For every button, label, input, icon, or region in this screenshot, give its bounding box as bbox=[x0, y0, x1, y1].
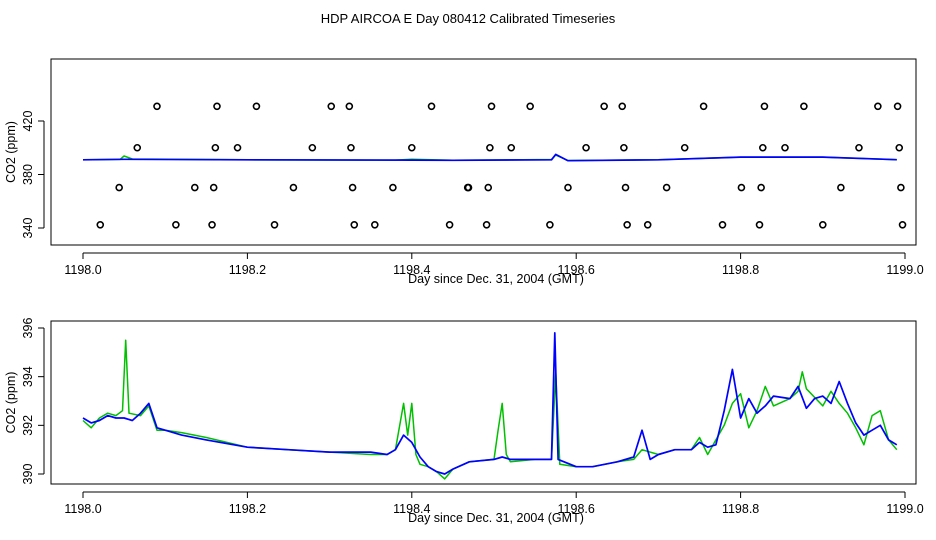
top-scatter-point bbox=[623, 220, 631, 229]
top-scatter-point bbox=[486, 143, 494, 152]
top-scatter-point bbox=[289, 183, 298, 192]
top-scatter-point bbox=[389, 183, 397, 192]
top-y-tick-label: 380 bbox=[21, 164, 35, 185]
top-scatter-point bbox=[874, 102, 882, 111]
top-scatter-point bbox=[427, 102, 436, 111]
top-scatter-point bbox=[133, 143, 142, 152]
top-plot-frame bbox=[50, 58, 917, 246]
top-scatter-point bbox=[758, 143, 767, 152]
top-scatter-point bbox=[643, 220, 652, 229]
bottom-y-tick-label: 390 bbox=[21, 464, 35, 485]
bottom-x-axis-label: Day since Dec. 31, 2004 (GMT) bbox=[408, 511, 584, 525]
top-scatter-point bbox=[718, 220, 727, 229]
top-scatter-point bbox=[818, 220, 827, 229]
top-x-tick-label: 1198.6 bbox=[558, 263, 595, 277]
top-scatter-point bbox=[760, 102, 769, 111]
bottom-chart-panel: 1198.0 1198.2 1198.4 1198.6 1198.8 1199.0 390 3… bbox=[4, 318, 924, 525]
top-x-tick-label: 1198.4 bbox=[393, 263, 430, 277]
bottom-series-line-green bbox=[82, 339, 898, 480]
top-scatter-point bbox=[621, 183, 630, 192]
top-scatter-point bbox=[270, 220, 279, 229]
top-scatter-point bbox=[445, 220, 454, 229]
top-scatter-point bbox=[781, 143, 789, 152]
bottom-x-tick-label: 1198.8 bbox=[722, 502, 759, 516]
top-scatter-point bbox=[487, 102, 496, 111]
top-scatter-point bbox=[209, 183, 218, 192]
top-scatter-point bbox=[371, 220, 379, 229]
bottom-x-tick-label: 1199.0 bbox=[886, 502, 923, 516]
top-scatter-point bbox=[897, 183, 905, 192]
top-scatter-point bbox=[755, 220, 764, 229]
bottom-x-tick-label: 1198.2 bbox=[229, 502, 266, 516]
top-y-tick-label: 420 bbox=[21, 111, 35, 132]
top-scatter-point bbox=[347, 143, 355, 152]
bottom-x-tick-label: 1198.4 bbox=[393, 502, 430, 516]
top-scatter-point bbox=[855, 143, 863, 152]
top-scatter-point bbox=[213, 102, 221, 111]
top-scatter-point bbox=[252, 102, 261, 111]
top-scatter-point bbox=[507, 143, 516, 152]
top-scatter-point bbox=[662, 183, 671, 192]
bottom-x-tick-label: 1198.0 bbox=[64, 502, 101, 516]
top-scatter-point bbox=[407, 143, 416, 152]
top-series-line-blue bbox=[82, 153, 897, 162]
top-scatter-point bbox=[211, 143, 220, 152]
top-scatter-point bbox=[620, 143, 628, 152]
top-x-tick-label: 1198.0 bbox=[64, 263, 101, 277]
bottom-y-tick-label: 392 bbox=[21, 415, 35, 436]
top-scatter-point bbox=[837, 183, 845, 192]
top-scatter-point bbox=[233, 143, 242, 152]
top-x-axis-label: Day since Dec. 31, 2004 (GMT) bbox=[408, 272, 584, 286]
top-scatter-point bbox=[350, 220, 359, 229]
bottom-x-tick-label: 1198.6 bbox=[558, 502, 595, 516]
top-scatter-point bbox=[895, 143, 904, 152]
top-scatter-point bbox=[190, 183, 199, 192]
top-scatter-point bbox=[618, 102, 627, 111]
figure-title: HDP AIRCOA E Day 080412 Calibrated Times… bbox=[321, 11, 616, 26]
top-scatter-point bbox=[800, 102, 808, 111]
bottom-plot-frame bbox=[50, 320, 917, 485]
top-scatter-point bbox=[699, 102, 708, 111]
top-scatter-point bbox=[526, 102, 534, 111]
top-y-tick-label: 340 bbox=[21, 218, 35, 239]
bottom-y-axis-label: CO2 (ppm) bbox=[4, 372, 18, 434]
top-x-tick-label: 1199.0 bbox=[886, 263, 923, 277]
top-scatter-point bbox=[327, 102, 336, 111]
top-x-tick-label: 1198.8 bbox=[722, 263, 759, 277]
top-scatter-point bbox=[348, 183, 357, 192]
top-scatter-point bbox=[208, 220, 216, 229]
top-scatter-point bbox=[345, 102, 354, 111]
top-scatter-point bbox=[582, 143, 590, 152]
top-scatter-point bbox=[484, 183, 493, 192]
top-scatter-point bbox=[96, 220, 105, 229]
top-scatter-point bbox=[464, 183, 473, 192]
bottom-y-tick-label: 394 bbox=[21, 366, 35, 387]
top-scatter-point bbox=[546, 220, 554, 229]
top-scatter-point bbox=[115, 183, 123, 192]
top-scatter-point bbox=[737, 183, 746, 192]
top-scatter-point bbox=[308, 143, 317, 152]
bottom-y-tick-label: 396 bbox=[21, 318, 35, 339]
top-scatter-point bbox=[482, 220, 491, 229]
top-y-axis-label: CO2 (ppm) bbox=[4, 121, 18, 183]
bottom-series-line-blue bbox=[82, 332, 898, 475]
top-scatter-point bbox=[898, 220, 907, 229]
top-scatter-point bbox=[680, 143, 689, 152]
top-scatter-point bbox=[893, 102, 902, 111]
top-scatter-point bbox=[564, 183, 572, 192]
top-scatter-point bbox=[172, 220, 180, 229]
top-scatter-point bbox=[757, 183, 765, 192]
top-scatter-point bbox=[600, 102, 608, 111]
top-scatter-point bbox=[153, 102, 161, 111]
top-chart-panel: 1198.0 1198.2 1198.4 1198.6 1198.8 1199.0 340 3… bbox=[4, 58, 924, 286]
top-x-tick-label: 1198.2 bbox=[229, 263, 266, 277]
